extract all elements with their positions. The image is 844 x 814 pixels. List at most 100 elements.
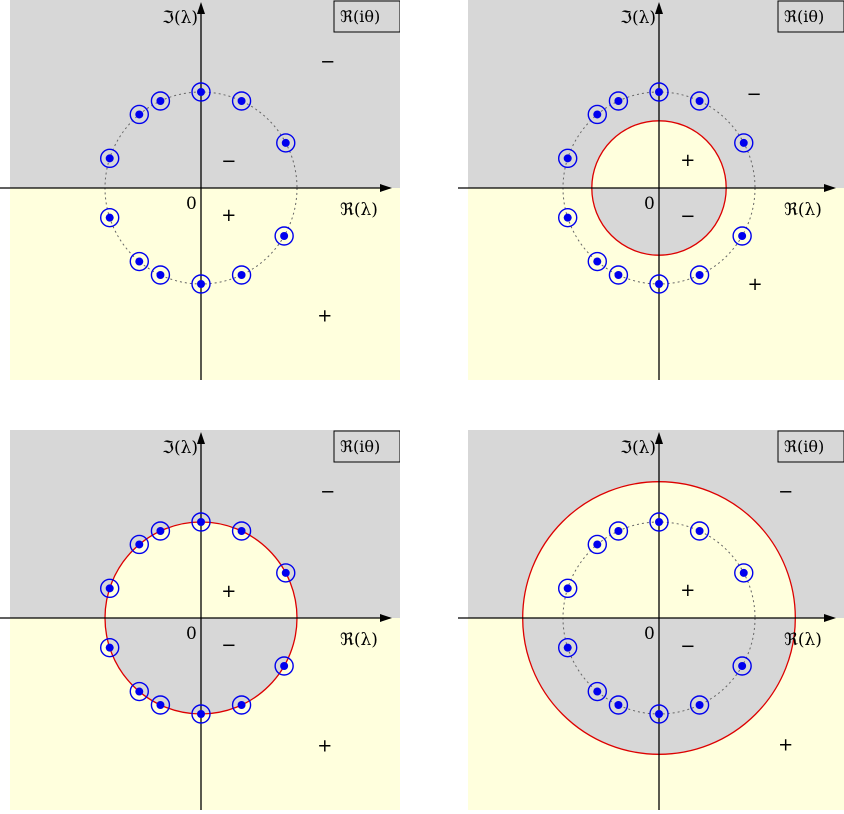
eigenvalue-point: [281, 568, 290, 577]
eigenvalue-point: [135, 110, 144, 119]
eigenvalue-ring: [649, 274, 669, 294]
minus-sign-label: −: [746, 84, 761, 105]
eigenvalue-point: [105, 643, 114, 652]
minus-sign-label: −: [320, 51, 335, 72]
plus-sign-label: +: [221, 581, 236, 602]
eigenvalue-point: [739, 568, 748, 577]
panel-top-left: ℑ(λ) ℜ(λ) 0 ℜ(iθ) − − + +: [0, 0, 400, 380]
eigenvalue-point: [655, 280, 663, 288]
eigenvalue-point: [281, 138, 290, 147]
imaginary-axis-label: ℑ(λ): [162, 438, 198, 458]
origin-label: 0: [644, 624, 655, 644]
eigenvalue-point: [563, 213, 572, 222]
eigenvalue-point: [614, 701, 623, 710]
legend-box: [333, 430, 400, 463]
eigenvalue-ring: [276, 133, 296, 153]
imaginary-axis-arrow-icon: [655, 2, 663, 14]
eigenvalue-point: [655, 518, 663, 526]
legend-label: ℜ(iθ): [784, 7, 824, 26]
plus-sign-label: +: [680, 580, 695, 601]
eigenvalue-point: [156, 701, 165, 710]
eigenvalue-point: [105, 213, 114, 222]
eigenvalue-point: [695, 271, 704, 280]
eigenvalue-ring: [557, 148, 578, 169]
imaginary-axis-label: ℑ(λ): [620, 438, 656, 458]
eigenvalue-point: [739, 138, 748, 147]
eigenvalue-ring: [649, 82, 669, 102]
eigenvalue-point: [614, 96, 623, 105]
plus-sign-label: +: [221, 205, 236, 226]
eigenvalue-ring: [734, 133, 754, 153]
plus-sign-label: +: [317, 306, 332, 327]
eigenvalue-point: [237, 701, 246, 710]
eigenvalue-ring: [557, 637, 578, 658]
eigenvalue-ring: [99, 578, 120, 599]
eigenvalue-point: [197, 518, 205, 526]
eigenvalue-ring: [587, 251, 607, 272]
panel-bottom-left: ℑ(λ) ℜ(λ) 0 ℜ(iθ) − + − +: [0, 430, 400, 810]
eigenvalue-point: [237, 526, 246, 535]
eigenvalue-point: [738, 232, 747, 240]
real-axis-arrow-icon: [380, 184, 392, 192]
eigenvalue-ring: [129, 534, 149, 555]
eigenvalue-ring: [231, 91, 252, 111]
eigenvalue-point: [614, 271, 623, 280]
eigenvalue-ring: [649, 512, 669, 532]
upper-half-plane-region: [10, 0, 400, 188]
eigenvalue-point: [156, 526, 165, 535]
eigenvalue-point: [135, 687, 144, 696]
origin-label: 0: [186, 194, 197, 214]
eigenvalue-ring: [129, 251, 149, 272]
eigenvalue-point: [563, 643, 572, 652]
eigenvalue-point: [156, 271, 165, 280]
real-axis-label: ℜ(λ): [784, 630, 822, 650]
minus-sign-label: −: [320, 481, 335, 502]
eigenvalue-point: [105, 154, 114, 163]
panel-top-right: ℑ(λ) ℜ(λ) 0 ℜ(iθ) − + − +: [458, 0, 844, 380]
eigenvalue-ring: [649, 704, 669, 724]
real-axis-label: ℜ(λ): [784, 200, 822, 220]
eigenvalue-ring: [689, 265, 710, 285]
legend-label: ℜ(iθ): [784, 437, 824, 456]
origin-label: 0: [186, 624, 197, 644]
eigenvalue-point: [695, 526, 704, 535]
eigenvalue-ring: [557, 207, 578, 228]
eigenvalue-ring: [99, 207, 120, 228]
eigenvalue-ring: [274, 656, 294, 676]
eigenvalue-ring: [150, 695, 171, 715]
eigenvalue-point: [614, 526, 623, 535]
eigenvalue-point: [563, 154, 572, 163]
eigenvalue-ring: [191, 512, 211, 532]
plus-sign-label: +: [317, 736, 332, 757]
plus-sign-label: +: [747, 274, 762, 295]
eigenvalue-point: [655, 710, 663, 718]
legend-box: [777, 0, 844, 33]
imaginary-axis-arrow-icon: [197, 432, 205, 444]
eigenvalue-ring: [689, 91, 710, 111]
eigenvalue-ring: [557, 578, 578, 599]
origin-label: 0: [644, 194, 655, 214]
imaginary-axis-arrow-icon: [655, 432, 663, 444]
imaginary-axis-label: ℑ(λ): [162, 8, 198, 28]
legend-label: ℜ(iθ): [340, 7, 380, 26]
eigenvalue-point: [655, 88, 663, 96]
eigenvalue-point: [280, 232, 289, 240]
eigenvalue-ring: [99, 637, 120, 658]
minus-sign-label: −: [680, 636, 695, 657]
eigenvalue-point: [593, 687, 602, 696]
eigenvalue-point: [280, 662, 289, 670]
minus-sign-label: −: [778, 481, 793, 502]
eigenvalue-point: [237, 96, 246, 105]
eigenvalue-point: [593, 257, 602, 266]
eigenvalue-point: [593, 540, 602, 549]
eigenvalue-point: [135, 257, 144, 266]
eigenvalue-point: [197, 88, 205, 96]
eigenvalue-point: [197, 280, 205, 288]
eigenvalue-ring: [734, 563, 754, 583]
eigenvalue-point: [237, 271, 246, 280]
minus-sign-label: −: [221, 151, 236, 172]
eigenvalue-point: [105, 584, 114, 593]
eigenvalue-ring: [608, 265, 629, 285]
eigenvalue-ring: [191, 704, 211, 724]
imaginary-axis-arrow-icon: [197, 2, 205, 14]
